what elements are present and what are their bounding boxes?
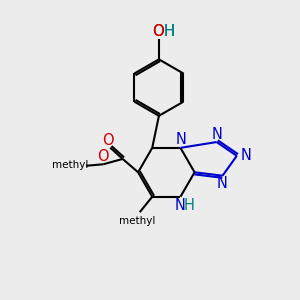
Text: O: O — [152, 24, 164, 39]
Text: H: H — [164, 24, 175, 39]
Text: H: H — [184, 198, 195, 213]
Text: methyl: methyl — [52, 160, 89, 170]
Text: N: N — [211, 127, 222, 142]
Text: O: O — [97, 149, 108, 164]
Text: O: O — [152, 24, 164, 39]
Text: N: N — [217, 176, 228, 190]
Text: N: N — [241, 148, 252, 163]
Text: H: H — [164, 24, 175, 39]
Text: N: N — [174, 198, 185, 213]
Text: O: O — [103, 133, 114, 148]
Text: N: N — [176, 132, 187, 147]
Text: methyl: methyl — [119, 216, 156, 226]
